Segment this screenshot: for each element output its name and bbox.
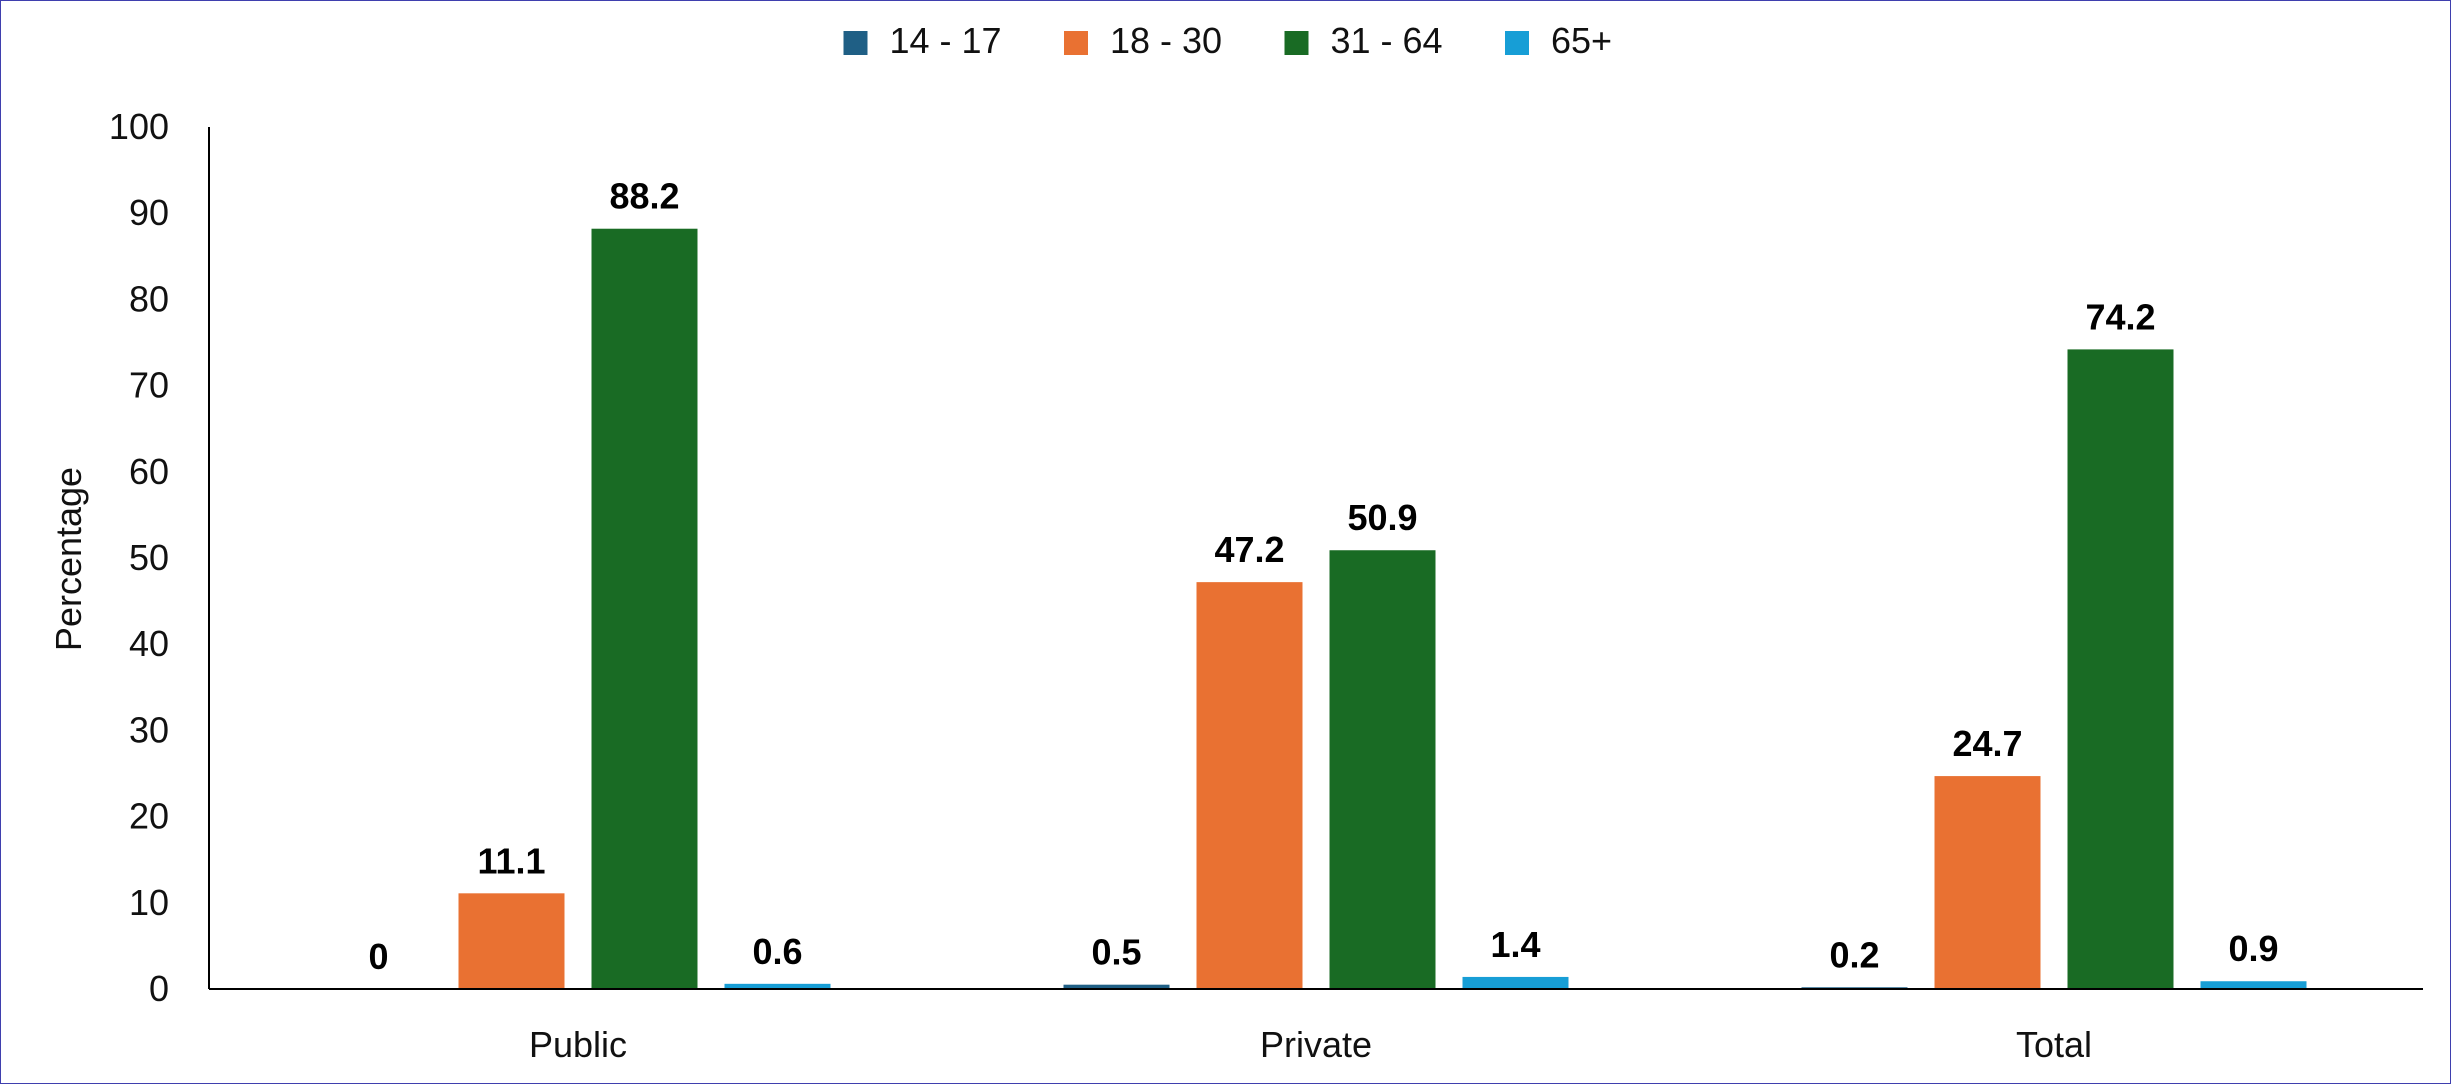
bar	[1329, 550, 1436, 989]
bar	[1196, 582, 1303, 989]
bar	[2200, 981, 2307, 989]
x-tick-label: Private	[1260, 1024, 1372, 1065]
data-label: 1.4	[1490, 924, 1540, 965]
legend: 14 - 17 18 - 30 31 - 64 65+	[843, 20, 1612, 61]
bar	[1462, 976, 1569, 989]
bar	[1063, 984, 1170, 989]
y-tick-label: 90	[129, 192, 169, 233]
y-tick-label: 70	[129, 365, 169, 406]
data-label: 74.2	[2085, 296, 2155, 337]
data-label: 0	[368, 936, 388, 977]
bar	[2067, 349, 2174, 989]
bar	[1934, 776, 2041, 989]
y-tick-label: 80	[129, 278, 169, 319]
legend-label: 65+	[1551, 20, 1612, 61]
legend-swatch	[1505, 31, 1529, 55]
y-axis-label: Percentage	[48, 467, 89, 651]
data-label: 0.6	[752, 931, 802, 972]
data-label: 88.2	[609, 176, 679, 217]
data-label: 50.9	[1347, 497, 1417, 538]
legend-item: 65+	[1505, 20, 1612, 61]
y-tick-label: 20	[129, 796, 169, 837]
data-labels: 0 11.1 88.2 0.6 0.5 47.2 50.9 1.4 0.2 24.7 74.2 0.9	[368, 176, 2278, 977]
y-tick-label: 50	[129, 537, 169, 578]
legend-label: 18 - 30	[1110, 20, 1222, 61]
bars	[458, 228, 2307, 989]
y-axis-ticks: 0 10 20 30 40 50 60 70 80 90 100	[109, 106, 169, 1009]
data-label: 47.2	[1214, 529, 1284, 570]
y-tick-label: 40	[129, 623, 169, 664]
bar	[591, 228, 698, 989]
bar	[458, 893, 565, 989]
legend-label: 14 - 17	[890, 20, 1002, 61]
y-tick-label: 10	[129, 882, 169, 923]
bar	[724, 983, 831, 989]
y-tick-label: 100	[109, 106, 169, 147]
data-label: 11.1	[477, 840, 545, 881]
x-tick-label: Total	[2016, 1024, 2092, 1065]
y-tick-label: 0	[149, 968, 169, 1009]
x-axis-categories: Public Private Total	[529, 1024, 2092, 1065]
legend-item: 18 - 30	[1064, 20, 1222, 61]
data-label: 24.7	[1952, 723, 2022, 764]
y-tick-label: 60	[129, 451, 169, 492]
legend-label: 31 - 64	[1331, 20, 1443, 61]
legend-swatch	[1284, 31, 1309, 55]
data-label: 0.9	[2228, 928, 2278, 969]
x-tick-label: Public	[529, 1024, 627, 1065]
data-label: 0.5	[1091, 932, 1141, 973]
data-label: 0.2	[1829, 934, 1879, 975]
legend-swatch	[1064, 31, 1088, 55]
legend-item: 31 - 64	[1284, 20, 1443, 61]
legend-item: 14 - 17	[843, 20, 1002, 61]
y-tick-label: 30	[129, 709, 169, 750]
legend-swatch	[843, 31, 868, 55]
